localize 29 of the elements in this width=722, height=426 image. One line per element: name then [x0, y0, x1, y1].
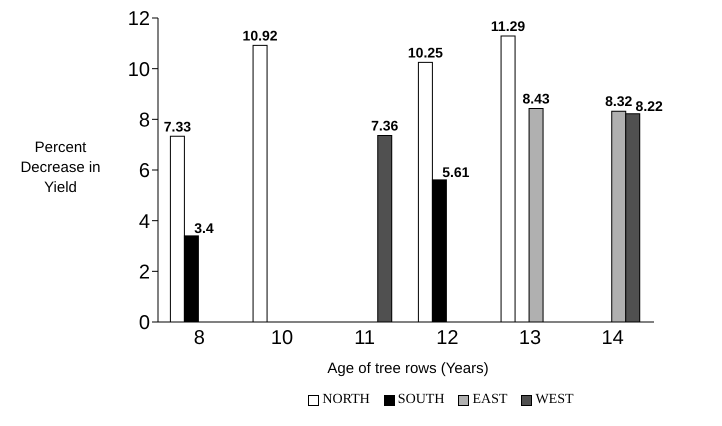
data-label: 3.4 — [194, 220, 214, 236]
legend-label: WEST — [535, 392, 574, 408]
data-label: 8.22 — [636, 98, 663, 114]
data-label: 10.25 — [408, 44, 444, 60]
y-tick-label: 0 — [138, 312, 150, 334]
y-tick-label: 6 — [138, 160, 150, 182]
y-tick-label: 12 — [128, 8, 150, 30]
data-label: 10.92 — [242, 27, 278, 44]
data-label: 8.32 — [605, 93, 633, 110]
x-tick-label: 12 — [436, 327, 458, 350]
y-axis-title: Percent Decrease in Yield — [19, 138, 102, 198]
y-tick-label: 4 — [138, 210, 150, 233]
x-tick-label: 11 — [354, 327, 376, 350]
y-tick-label: 2 — [138, 261, 150, 284]
x-tick-label: 14 — [602, 327, 624, 350]
y-tick-label: 8 — [138, 109, 150, 132]
legend-label: SOUTH — [398, 392, 444, 408]
data-label: 7.36 — [371, 118, 399, 134]
x-tick-label: 8 — [194, 327, 205, 350]
x-tick-label: 13 — [518, 327, 542, 350]
data-label: 7.33 — [164, 118, 192, 134]
data-label: 8.43 — [522, 90, 550, 106]
legend-label: NORTH — [322, 392, 370, 408]
y-tick-label: 10 — [128, 58, 150, 81]
x-tick-label: 10 — [270, 327, 294, 350]
legend-label: EAST — [472, 392, 508, 408]
data-label: 5.61 — [442, 164, 470, 180]
data-label: 11.29 — [490, 18, 526, 34]
x-axis-title: Age of tree rows (Years) — [326, 360, 490, 377]
